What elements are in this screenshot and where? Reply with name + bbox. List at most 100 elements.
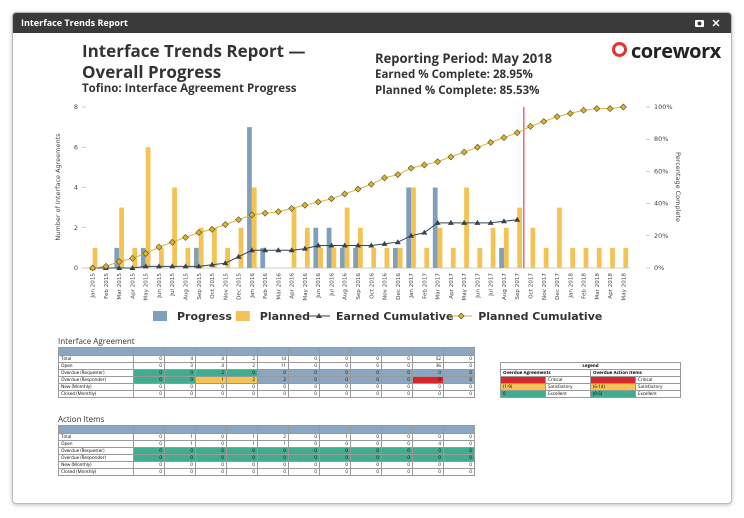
legend-row: 0 Excellent (0-5) Excellent bbox=[500, 390, 681, 398]
point bbox=[461, 219, 468, 225]
x-tick-label: Jul 2016 bbox=[329, 273, 335, 297]
legend-color bbox=[500, 376, 546, 384]
bar bbox=[353, 247, 358, 268]
data-table: Total 0 1 0 1 2 0 1 0 0 0 0 Open 0 1 0 1 1 0 0 0 0 4 0 Overdue (… bbox=[58, 425, 475, 476]
legend-table: Legend Overdue Agreements Overdue Action I… bbox=[500, 362, 681, 398]
y-tick-label: 4 bbox=[74, 184, 78, 192]
legend-color: (6-14) bbox=[590, 383, 636, 391]
cell: 0 bbox=[443, 369, 475, 377]
x-tick-label: Feb 2016 bbox=[263, 273, 269, 299]
cell: 0 bbox=[164, 468, 196, 476]
point bbox=[142, 250, 150, 257]
y2-tick-label: 0% bbox=[654, 264, 664, 272]
legend-swatch bbox=[153, 311, 167, 321]
cell: 0 bbox=[381, 447, 413, 455]
x-tick-label: Dec 2016 bbox=[396, 273, 402, 300]
legend-title-row: Legend bbox=[500, 362, 681, 370]
close-icon[interactable] bbox=[712, 19, 720, 27]
x-tick-label: Feb 2015 bbox=[104, 273, 110, 299]
point bbox=[487, 138, 495, 146]
y2-tick-label: 100% bbox=[654, 103, 673, 111]
point bbox=[169, 263, 176, 269]
point bbox=[421, 229, 428, 235]
cell: 0 bbox=[257, 369, 289, 377]
point bbox=[155, 243, 163, 251]
bar bbox=[198, 227, 204, 268]
y-tick-label: 0 bbox=[74, 264, 78, 272]
row-label: New (Monthly) bbox=[58, 383, 134, 391]
x-tick-label: Sep 2015 bbox=[197, 273, 203, 300]
cell: 14 bbox=[257, 355, 289, 363]
header-cell bbox=[164, 347, 196, 356]
bar bbox=[557, 207, 562, 268]
bar bbox=[291, 207, 297, 268]
x-tick-label: Apr 2018 bbox=[608, 273, 614, 299]
cell: 0 bbox=[195, 433, 227, 441]
bar bbox=[371, 247, 377, 268]
x-tick-label: Nov 2016 bbox=[383, 273, 389, 300]
cell: 0 bbox=[195, 461, 227, 469]
cell: 4 bbox=[164, 355, 196, 363]
point bbox=[102, 262, 110, 270]
cell: 2 bbox=[257, 433, 289, 441]
cell: 0 bbox=[381, 376, 413, 384]
cell: 0 bbox=[226, 454, 258, 462]
point bbox=[394, 171, 402, 179]
header-row bbox=[58, 347, 475, 356]
table-row: Overdue (Requester) 0 0 2 0 0 0 0 0 0 0 0 bbox=[58, 369, 475, 377]
point bbox=[182, 263, 189, 269]
bar bbox=[172, 187, 178, 268]
row-label: New (Monthly) bbox=[58, 461, 134, 469]
bar bbox=[358, 227, 363, 268]
y2-tick-label: 60% bbox=[654, 167, 668, 175]
legend-heading: Overdue Action Items bbox=[590, 369, 681, 377]
x-tick-label: Aug 2015 bbox=[184, 273, 190, 300]
x-tick-label: Dec 2015 bbox=[237, 273, 243, 300]
header-cell bbox=[381, 425, 413, 434]
bar bbox=[384, 247, 390, 268]
header-cell bbox=[195, 347, 227, 356]
cell: 0 bbox=[195, 383, 227, 391]
point bbox=[487, 219, 494, 225]
y2-axis-title: Percentage Complete bbox=[674, 152, 682, 222]
cell: 0 bbox=[257, 383, 289, 391]
camera-lens bbox=[697, 21, 702, 26]
legend-title: Legend bbox=[500, 362, 681, 370]
point bbox=[129, 254, 136, 262]
cell: 2 bbox=[195, 369, 227, 377]
cell: 0 bbox=[443, 362, 475, 370]
cell: 0 bbox=[319, 362, 351, 370]
legend-color: (0-5) bbox=[590, 390, 636, 398]
window-controls[interactable] bbox=[693, 17, 723, 29]
cell: 0 bbox=[412, 369, 444, 377]
bar bbox=[225, 247, 231, 268]
cell: 0 bbox=[443, 390, 475, 398]
x-tick-label: Apr 2016 bbox=[290, 273, 296, 299]
legend-label: Planned bbox=[260, 310, 310, 323]
point bbox=[235, 216, 243, 224]
cell: 0 bbox=[381, 440, 413, 448]
x-tick-label: Jan 2015 bbox=[91, 273, 97, 299]
point bbox=[514, 216, 521, 222]
bar bbox=[238, 227, 244, 268]
x-tick-label: Jun 2017 bbox=[475, 273, 481, 299]
cell: 0 bbox=[319, 461, 351, 469]
point bbox=[473, 143, 481, 151]
reporting-period: Reporting Period: May 2018 bbox=[375, 49, 553, 67]
table-row: Overdue (Requester) 0 0 0 0 0 0 0 0 0 0 0 bbox=[58, 447, 475, 455]
header-cell bbox=[58, 347, 134, 356]
point bbox=[142, 263, 149, 269]
point bbox=[460, 148, 468, 156]
cell: 0 bbox=[319, 468, 351, 476]
cell: 0 bbox=[443, 355, 475, 363]
legend-label: Critical bbox=[635, 376, 681, 384]
cell: 0 bbox=[257, 461, 289, 469]
bar bbox=[326, 227, 332, 268]
cell: 0 bbox=[350, 468, 382, 476]
x-tick-label: Sep 2016 bbox=[356, 273, 362, 300]
cell: 0 bbox=[350, 433, 382, 441]
header-cell bbox=[226, 425, 258, 434]
cell: 0 bbox=[319, 369, 351, 377]
row-label: Open bbox=[58, 440, 134, 448]
cell: 0 bbox=[164, 376, 196, 384]
